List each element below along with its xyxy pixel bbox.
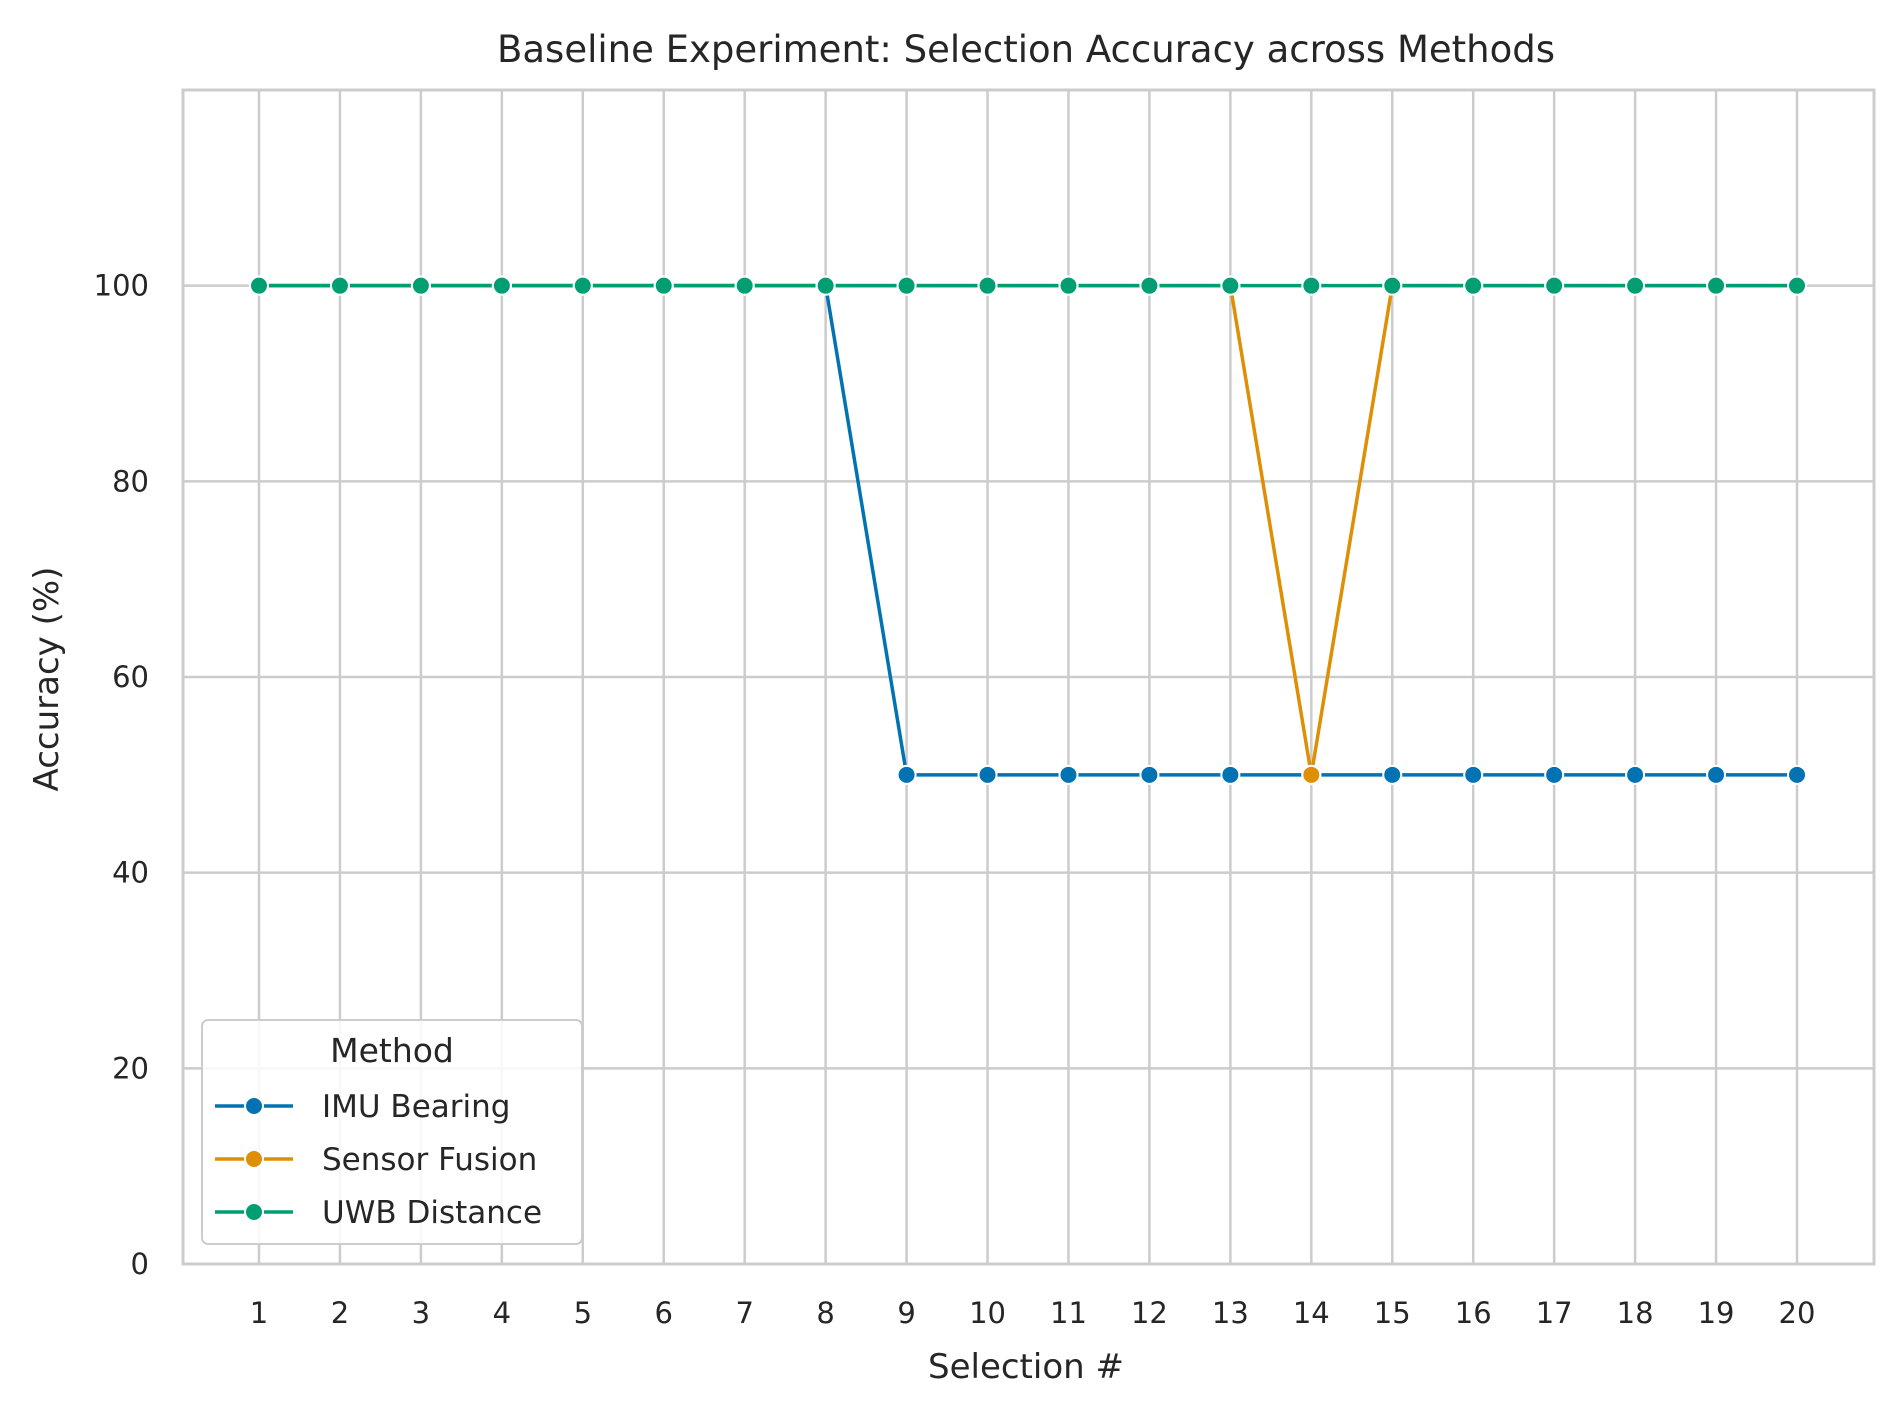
legend-label: UWB Distance bbox=[322, 1195, 542, 1231]
data-point bbox=[1139, 275, 1160, 296]
x-tick-label: 5 bbox=[574, 1296, 592, 1330]
x-tick-label: 12 bbox=[1131, 1296, 1168, 1330]
data-point bbox=[1787, 275, 1807, 296]
x-tick-label: 6 bbox=[655, 1296, 673, 1330]
y-tick-labels: 0 20 40 60 80 100 bbox=[94, 269, 149, 1281]
x-tick-label: 1 bbox=[250, 1296, 268, 1330]
data-point bbox=[1787, 764, 1807, 785]
x-axis-label: Selection # bbox=[928, 1347, 1124, 1387]
x-tick-label: 8 bbox=[816, 1296, 834, 1330]
x-tick-label: 16 bbox=[1455, 1296, 1492, 1330]
data-point bbox=[1544, 275, 1565, 296]
data-point bbox=[410, 275, 431, 296]
legend-swatch-marker bbox=[244, 1096, 264, 1116]
x-tick-label: 14 bbox=[1293, 1296, 1330, 1330]
data-point bbox=[1058, 764, 1079, 785]
data-point bbox=[1382, 764, 1403, 785]
data-point bbox=[1220, 275, 1241, 296]
data-point bbox=[815, 275, 836, 296]
x-tick-label: 7 bbox=[735, 1296, 753, 1330]
legend-label: IMU Bearing bbox=[322, 1089, 510, 1125]
data-point bbox=[977, 275, 998, 296]
data-point bbox=[1382, 275, 1403, 296]
plot-frame bbox=[181, 88, 1876, 1266]
data-point bbox=[977, 764, 998, 785]
y-tick-label: 0 bbox=[131, 1247, 149, 1281]
chart-title: Baseline Experiment: Selection Accuracy … bbox=[497, 28, 1555, 71]
x-tick-label: 10 bbox=[969, 1296, 1006, 1330]
y-axis-label: Accuracy (%) bbox=[27, 567, 67, 792]
x-tick-label: 2 bbox=[331, 1296, 349, 1330]
legend-swatch-marker bbox=[244, 1149, 264, 1169]
series-group bbox=[249, 275, 1807, 785]
data-point bbox=[1706, 275, 1727, 296]
data-point bbox=[1463, 764, 1484, 785]
x-tick-label: 19 bbox=[1698, 1296, 1735, 1330]
legend-box bbox=[201, 1019, 583, 1245]
y-tick-label: 60 bbox=[112, 660, 149, 694]
data-point bbox=[734, 275, 755, 296]
y-tick-label: 40 bbox=[112, 856, 149, 890]
legend: Method IMU Bearing Sensor Fusion UWB Dista… bbox=[201, 1019, 583, 1245]
legend-title: Method bbox=[330, 1031, 454, 1070]
data-point bbox=[1220, 764, 1241, 785]
legend-entries: IMU Bearing Sensor Fusion UWB Distance bbox=[215, 1089, 542, 1231]
data-point bbox=[491, 275, 512, 296]
legend-swatch-marker bbox=[244, 1202, 264, 1222]
data-point bbox=[1139, 764, 1160, 785]
data-point bbox=[572, 275, 593, 296]
data-point bbox=[329, 275, 350, 296]
data-point bbox=[896, 275, 917, 296]
data-point bbox=[249, 275, 269, 296]
data-point bbox=[1463, 275, 1484, 296]
x-tick-label: 13 bbox=[1212, 1296, 1249, 1330]
y-tick-label: 100 bbox=[94, 269, 149, 303]
data-point bbox=[1058, 275, 1079, 296]
x-tick-label: 15 bbox=[1374, 1296, 1411, 1330]
data-point bbox=[1625, 275, 1646, 296]
data-point bbox=[1301, 275, 1322, 296]
data-point bbox=[1706, 764, 1727, 785]
x-tick-labels: 1 2 3 4 5 6 7 8 9 10 11 12 13 14 15 16 17 18 19 20 bbox=[250, 1296, 1816, 1330]
x-tick-label: 11 bbox=[1050, 1296, 1087, 1330]
x-tick-label: 20 bbox=[1779, 1296, 1816, 1330]
x-tick-label: 17 bbox=[1536, 1296, 1573, 1330]
x-tick-label: 4 bbox=[493, 1296, 511, 1330]
x-tick-label: 18 bbox=[1617, 1296, 1654, 1330]
data-point bbox=[896, 764, 917, 785]
data-point bbox=[1625, 764, 1646, 785]
y-tick-label: 80 bbox=[112, 464, 149, 498]
y-tick-label: 20 bbox=[112, 1051, 149, 1085]
legend-label: Sensor Fusion bbox=[322, 1142, 537, 1178]
data-point bbox=[1544, 764, 1565, 785]
x-tick-label: 3 bbox=[412, 1296, 430, 1330]
x-tick-label: 9 bbox=[897, 1296, 915, 1330]
data-point bbox=[653, 275, 674, 296]
data-point bbox=[1301, 764, 1322, 785]
